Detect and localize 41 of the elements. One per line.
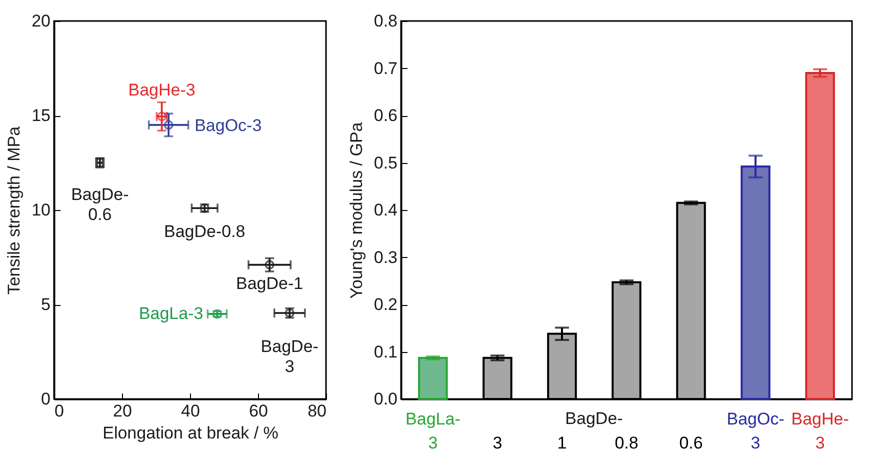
series-label: BagDe-0.8 [164,222,246,242]
x-tick-label: 40 [181,402,200,420]
x-tick-label: 1 [557,434,567,452]
series-label: BagDe-1 [236,274,304,293]
x-tick-label: 80 [308,402,326,420]
y-tick-label: 0.5 [374,153,398,172]
y-tick-label: 0.4 [374,200,398,220]
y-tick-label: 10 [32,200,50,220]
x-tick-label: 3 [492,434,502,452]
point [264,260,274,270]
y-tick-label: 15 [32,106,50,125]
series-label: BagOc-3 [194,116,262,135]
y-tick-label: 0.2 [374,295,398,314]
x-tick-label: BagLa-3 [406,410,460,452]
series-label: BagHe-3 [128,80,196,100]
y-tick-label: 20 [32,12,50,30]
series-label: BagDe-3 [260,337,318,376]
y-tick-label: 0.6 [374,106,398,125]
bar [418,356,448,400]
series-label: BagDe-0.6 [71,184,129,224]
text: BagDe- [565,409,623,428]
x-tick-label: 0.8 [614,434,638,452]
y-tick-label: 0.3 [374,248,398,267]
bar [805,72,835,400]
y-tick-label: 0.1 [374,342,398,362]
y-axis-title: Young's modulus / GPa [346,122,366,299]
point [164,120,174,130]
y-tick-label: 0.0 [374,390,398,408]
x-tick-label: 0 [54,402,64,420]
series-label: BagLa-3 [138,304,204,323]
y-tick-label: 0.8 [374,12,398,30]
x-tick-label: 0.6 [679,434,703,452]
x-axis-title: Elongation at break / % [102,424,278,442]
y-tick-label: 0.7 [374,58,398,78]
y-tick-label: 5 [41,295,50,314]
y-tick-label: 0 [41,390,50,408]
x-tick-label: BagOc-3 [726,410,784,452]
x-tick-label: BagHe-3 [791,410,849,452]
y-axis-title: Tensile strength / MPa [4,126,24,295]
x-tick-label: 20 [113,402,132,420]
x-tick-label: 60 [249,402,268,420]
